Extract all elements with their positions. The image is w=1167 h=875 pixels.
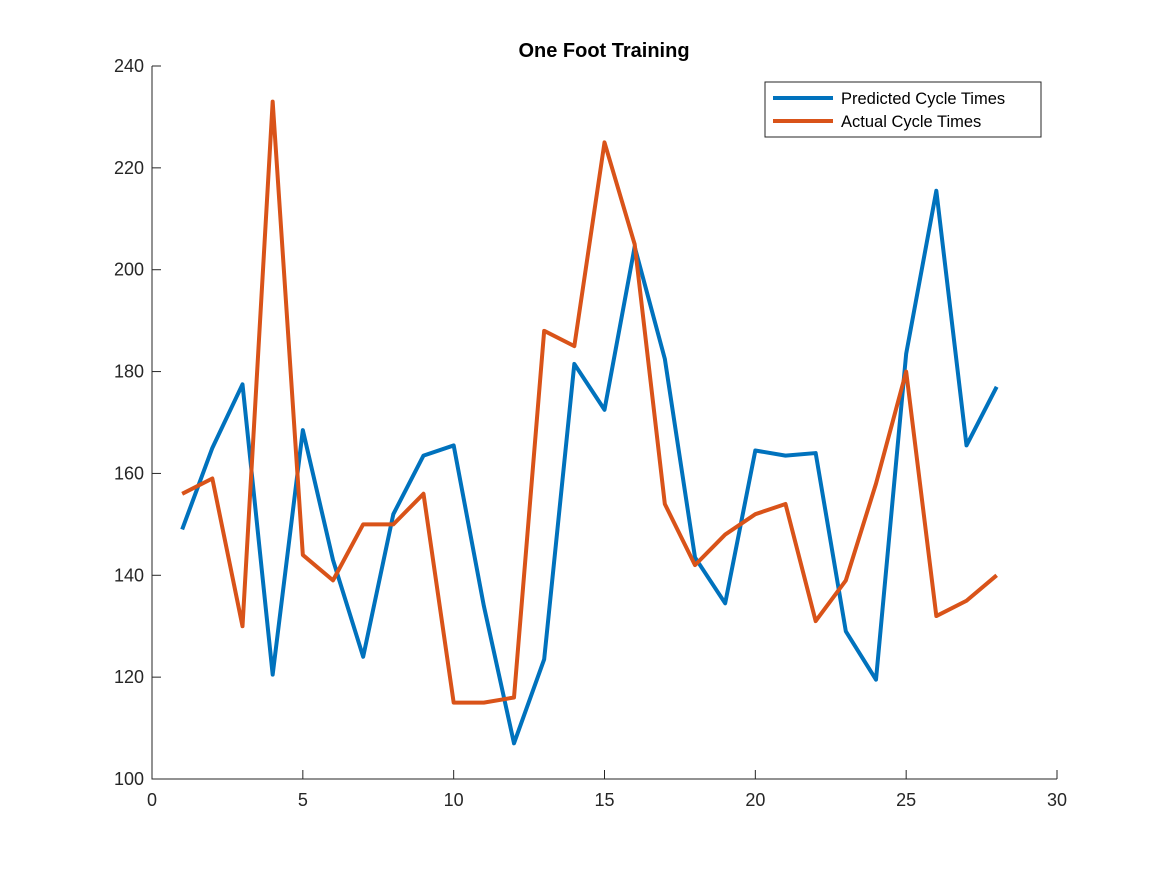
y-tick-label: 180 [114,362,144,382]
y-tick-label: 100 [114,769,144,789]
y-tick-label: 160 [114,463,144,483]
y-tick-label: 140 [114,565,144,585]
legend-entry: Actual Cycle Times [841,113,981,131]
x-tick-label: 5 [298,790,308,810]
y-tick-label: 220 [114,158,144,178]
legend-box [764,81,1042,138]
chart-title: One Foot Training [518,40,689,62]
x-tick-label: 25 [896,790,916,810]
series-line-2 [181,99,998,705]
x-tick-label: 10 [444,790,464,810]
x-tick-label: 20 [745,790,765,810]
y-tick-label: 120 [114,667,144,687]
plot-lines [180,99,999,746]
axis-frame [151,66,1057,780]
x-tick-label: 30 [1047,790,1067,810]
series-line-1 [180,188,999,746]
legend-entry: Predicted Cycle Times [841,90,1005,108]
axes: 0 5 10 15 20 25 30 100 120 140 160 180 200 220 240 [114,56,1067,810]
y-tick-label: 200 [114,260,144,280]
x-tick-label: 0 [147,790,157,810]
legend: Predicted Cycle Times Actual Cycle Times [764,81,1042,138]
y-tick-label: 240 [114,56,144,76]
x-tick-label: 15 [594,790,614,810]
